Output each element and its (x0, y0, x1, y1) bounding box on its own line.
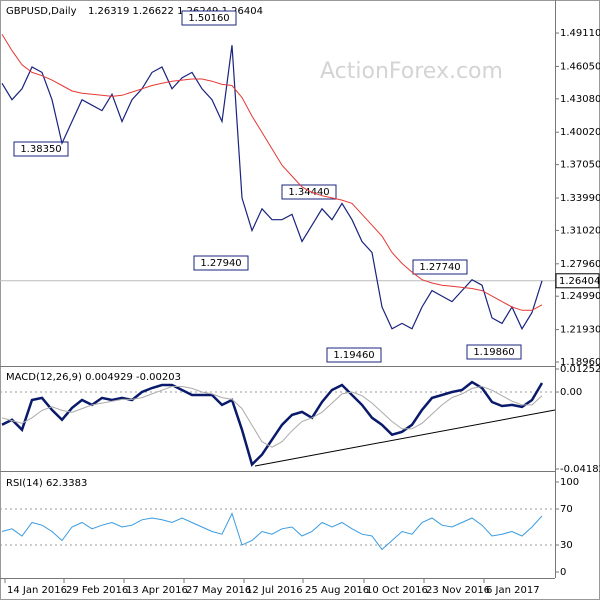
trend-line (254, 409, 556, 467)
series-line (1, 512, 543, 551)
x-tick-label: 12 Jul 2016 (246, 585, 303, 596)
annotation-box (181, 10, 237, 26)
y-tick-label: 1.46050 (560, 61, 600, 72)
annotation-label: 1.19460 (333, 350, 374, 361)
x-tick-label: 23 Nov 2016 (426, 585, 490, 596)
y-tick-label: 0 (560, 567, 566, 578)
y-tick-label: 1.24990 (560, 291, 600, 302)
y-tick-label: 30 (560, 540, 573, 551)
y-tick-label: 1.43080 (560, 94, 600, 105)
series-line (1, 45, 543, 331)
y-tick-label: 70 (560, 504, 573, 515)
annotation-label: 1.38350 (20, 144, 61, 155)
chart-subtitle: 1.26319 1.26622 1.26249 1.26404 (88, 6, 263, 17)
series-line (1, 385, 543, 448)
annotation-box (412, 259, 468, 275)
x-tick-label: 6 Jan 2017 (486, 585, 540, 596)
panel-title: RSI(14) 62.3383 (6, 478, 87, 489)
annotation-box (13, 141, 69, 157)
series-line (1, 33, 543, 311)
annotation-box (326, 347, 382, 363)
annotation-box (466, 344, 522, 360)
x-tick-label: 27 May 2016 (186, 585, 251, 596)
y-tick-label: 1.18960 (560, 357, 600, 368)
y-tick-label: 1.31020 (560, 225, 600, 236)
y-tick-label: 100 (560, 477, 579, 488)
y-tick-label: 0.00 (560, 387, 582, 398)
annotation-label: 1.50160 (188, 13, 229, 24)
y-tick-label: 1.21930 (560, 325, 600, 336)
x-tick-label: 10 Oct 2016 (366, 585, 428, 596)
panel-title: MACD(12,26,9) 0.004929 -0.00203 (6, 372, 181, 383)
x-tick-label: 14 Jan 2016 (7, 585, 67, 596)
y-tick-label: -0.041823 (560, 464, 600, 475)
annotation-label: 1.34440 (288, 187, 329, 198)
last-price-label: 1.26404 (559, 276, 600, 287)
chart-title: GBPUSD,Daily (6, 6, 77, 17)
watermark: ActionForex.com (320, 59, 503, 84)
y-tick-label: 1.37050 (560, 160, 600, 171)
annotation-box (193, 255, 249, 271)
x-tick-label: 13 Apr 2016 (126, 585, 188, 596)
y-tick-label: 1.33990 (560, 193, 600, 204)
annotation-label: 1.19860 (473, 347, 514, 358)
annotation-label: 1.27940 (200, 258, 241, 269)
annotation-label: 1.27740 (419, 262, 460, 273)
x-tick-label: 29 Feb 2016 (66, 585, 128, 596)
y-tick-label: 0.012522 (560, 364, 600, 375)
y-tick-label: 1.40020 (560, 127, 600, 138)
x-tick-label: 25 Aug 2016 (305, 585, 369, 596)
last-price-box (555, 273, 600, 289)
y-tick-label: 1.27960 (560, 259, 600, 270)
y-tick-label: 1.49110 (560, 28, 600, 39)
